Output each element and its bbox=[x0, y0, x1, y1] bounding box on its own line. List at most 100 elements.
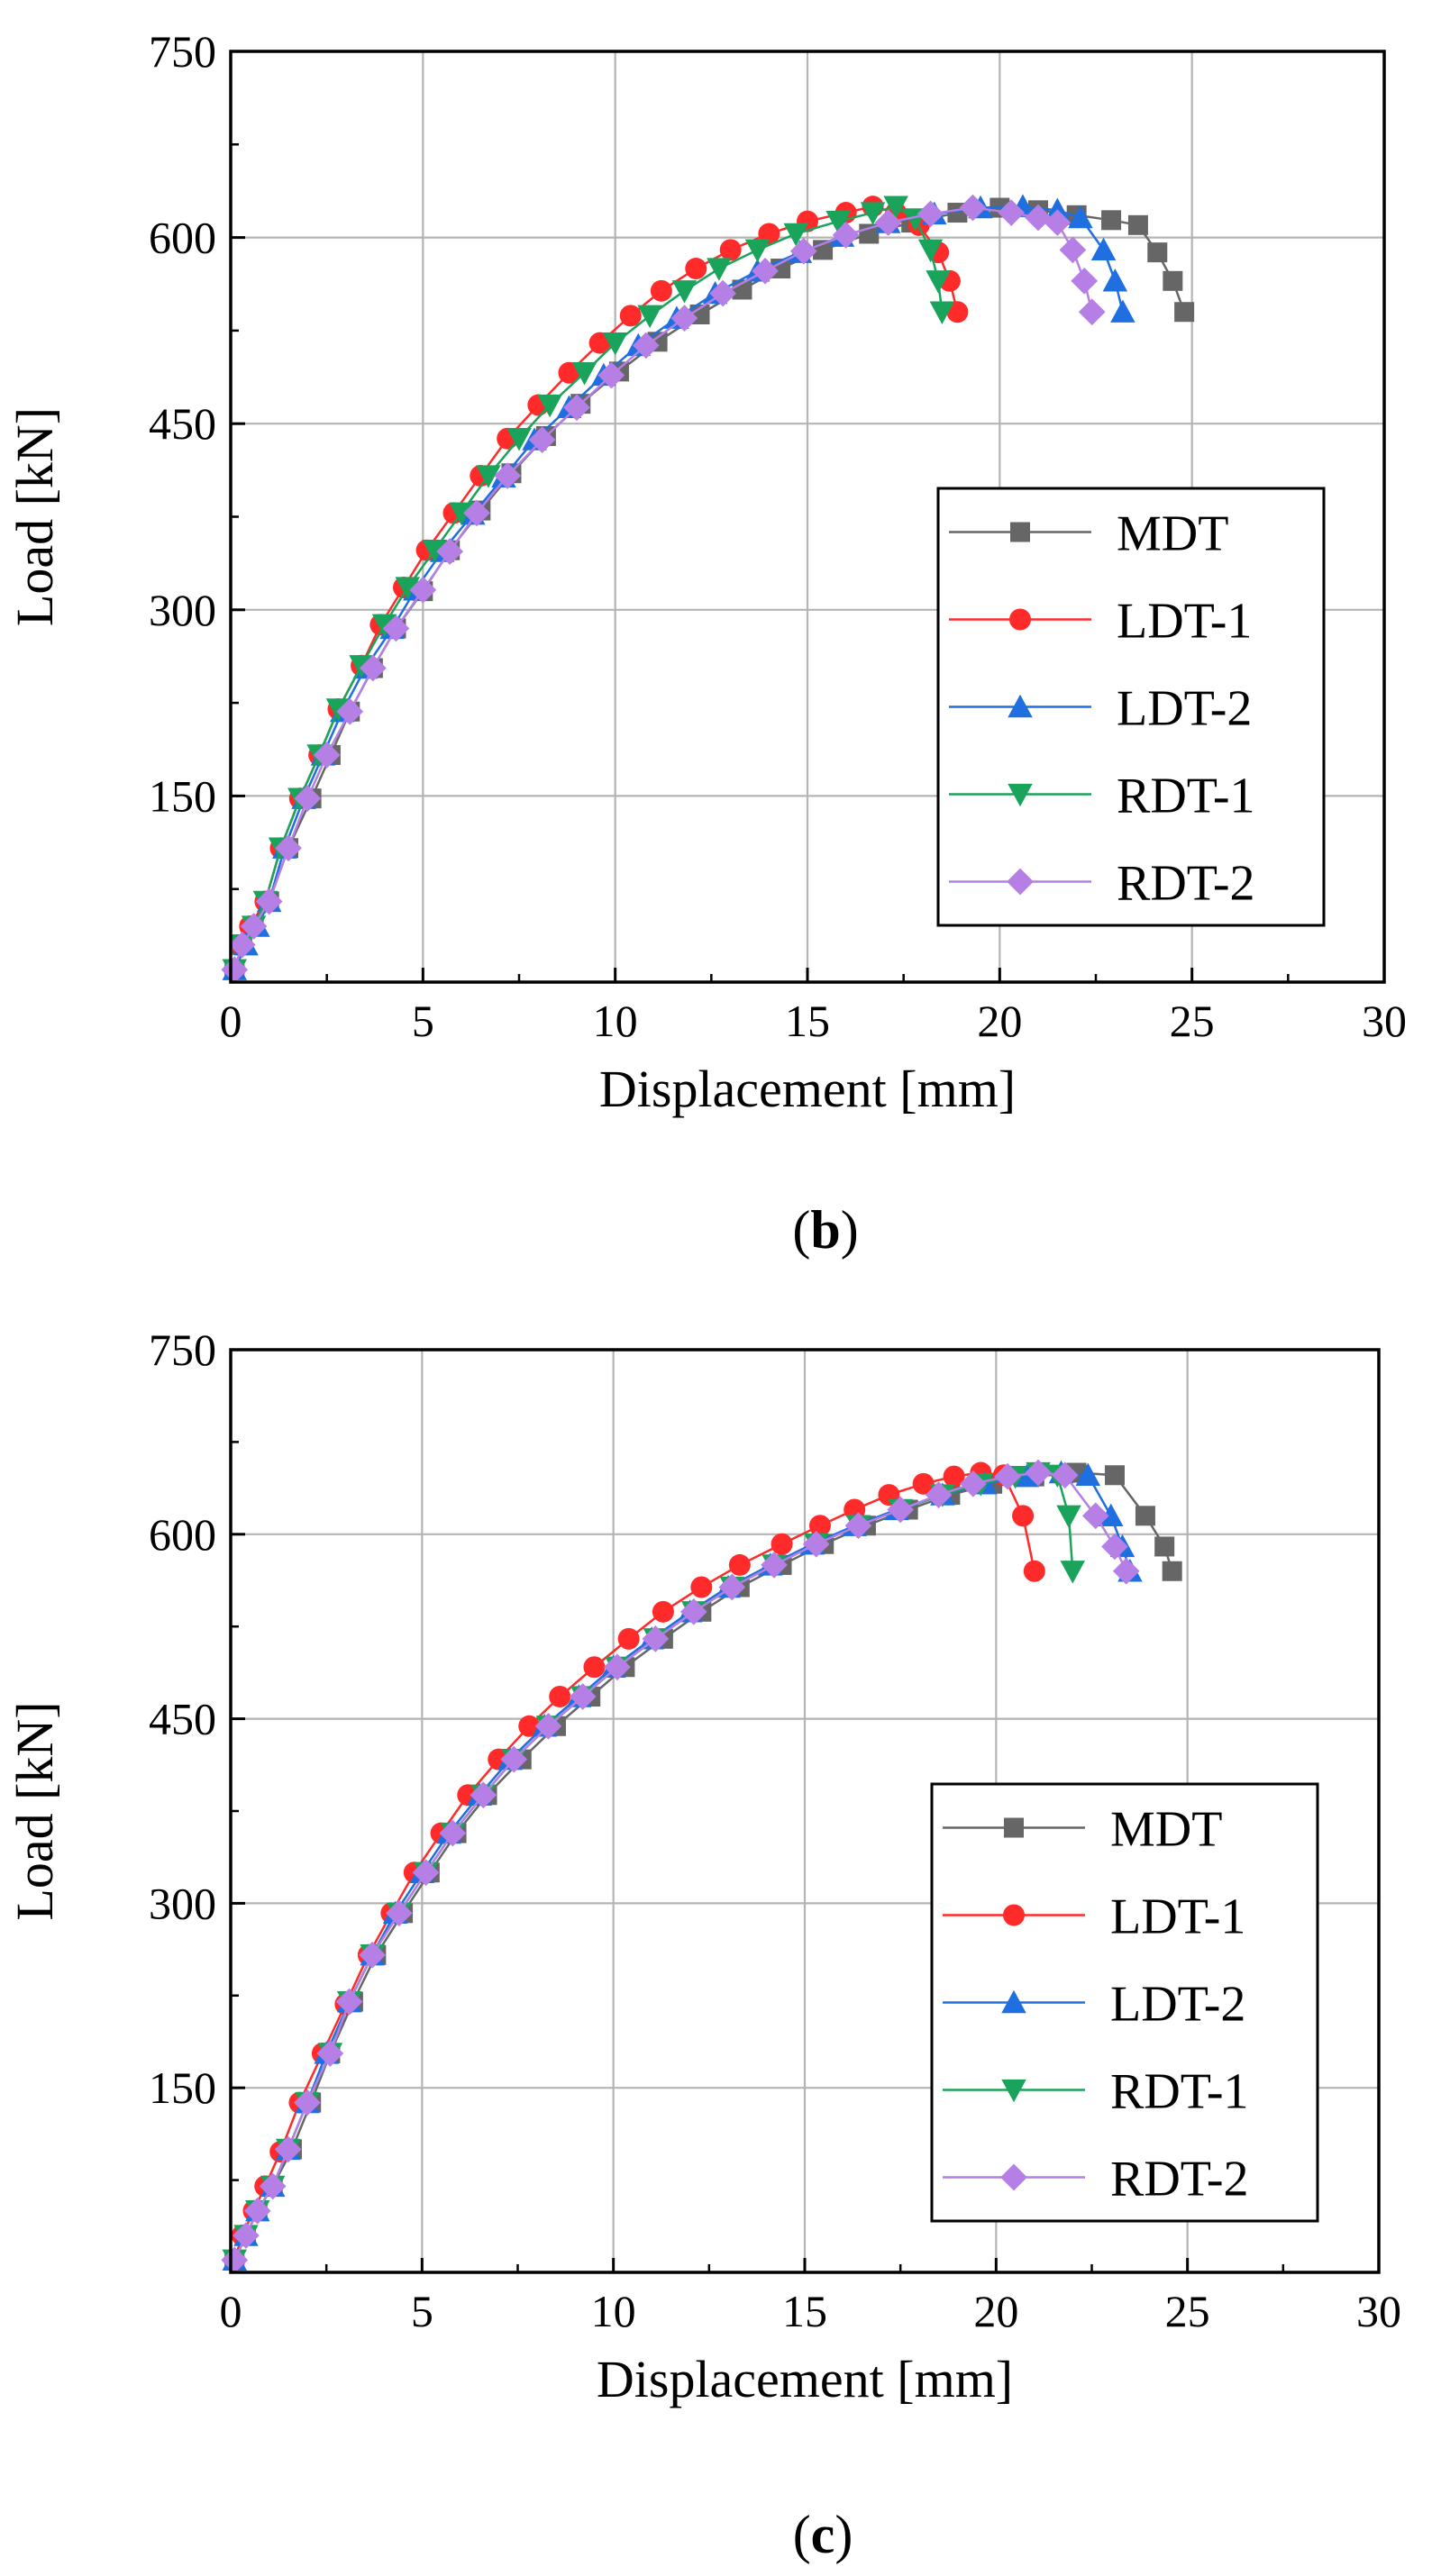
data-point bbox=[617, 1627, 640, 1650]
data-point bbox=[386, 1899, 413, 1927]
data-point bbox=[1147, 242, 1168, 263]
data-point bbox=[221, 2246, 249, 2274]
data-point bbox=[228, 931, 256, 959]
data-point bbox=[537, 394, 562, 418]
y-tick-label: 750 bbox=[149, 26, 216, 77]
x-tick-label: 20 bbox=[973, 2286, 1018, 2336]
x-axis-title: Displacement [mm] bbox=[597, 2350, 1013, 2408]
legend-label: LDT-1 bbox=[1117, 594, 1252, 650]
data-point bbox=[1051, 1461, 1079, 1489]
data-point bbox=[1098, 1503, 1124, 1527]
data-point bbox=[761, 1552, 788, 1579]
legend-item-rdt-2: RDT-2 bbox=[949, 856, 1255, 912]
data-point bbox=[650, 279, 672, 302]
data-point bbox=[1154, 1536, 1175, 1557]
data-point bbox=[422, 540, 447, 563]
data-point bbox=[1102, 269, 1128, 292]
caption-paren-close: ) bbox=[835, 2505, 853, 2564]
data-point bbox=[709, 279, 736, 307]
legend-marker bbox=[1000, 2163, 1027, 2191]
data-point bbox=[336, 697, 364, 725]
data-point bbox=[1090, 237, 1117, 261]
data-point bbox=[994, 1462, 1021, 1490]
data-point bbox=[1101, 210, 1122, 231]
data-point bbox=[518, 1715, 541, 1737]
y-tick-label: 600 bbox=[149, 213, 216, 263]
y-tick-label: 150 bbox=[149, 770, 216, 821]
axes: 0 5 10 15 20 25 30 150 300 450 600 750 Displacement … bbox=[5, 26, 1407, 1118]
data-point bbox=[412, 1859, 440, 1887]
data-point bbox=[917, 239, 944, 263]
caption-paren-open: ( bbox=[793, 2505, 811, 2564]
data-point bbox=[917, 200, 944, 228]
data-point bbox=[409, 576, 437, 604]
data-point bbox=[395, 577, 421, 600]
x-tick-label: 0 bbox=[220, 2286, 242, 2336]
y-tick-label: 600 bbox=[149, 1509, 216, 1560]
y-axis-title: Load [kN] bbox=[5, 407, 64, 626]
data-point bbox=[642, 1625, 670, 1652]
data-point bbox=[1023, 1560, 1045, 1582]
data-point bbox=[1127, 214, 1148, 235]
legend-label: RDT-1 bbox=[1110, 2064, 1249, 2120]
data-point bbox=[1071, 267, 1099, 295]
data-point bbox=[583, 1656, 606, 1679]
legend-marker bbox=[1007, 868, 1034, 896]
data-point bbox=[259, 2172, 287, 2200]
x-tick-label: 30 bbox=[1362, 996, 1407, 1046]
data-point bbox=[959, 194, 987, 222]
legend-marker bbox=[1008, 694, 1033, 718]
axes: 0 5 10 15 20 25 30 150 300 450 600 750 Displacement … bbox=[5, 1324, 1401, 2408]
data-point bbox=[883, 196, 908, 219]
data-point bbox=[588, 332, 611, 354]
data-point bbox=[1025, 204, 1052, 232]
data-point bbox=[243, 2197, 271, 2225]
panel-caption: (b) bbox=[792, 1200, 858, 1260]
data-point bbox=[382, 614, 410, 642]
data-point bbox=[671, 280, 698, 304]
y-tick-label: 750 bbox=[149, 1324, 216, 1375]
caption-letter: b bbox=[810, 1200, 840, 1260]
data-point bbox=[771, 1533, 793, 1555]
data-point bbox=[534, 1712, 562, 1740]
legend-label: MDT bbox=[1117, 506, 1228, 562]
data-point bbox=[506, 428, 532, 451]
data-point bbox=[874, 209, 902, 236]
legend-label: LDT-2 bbox=[1110, 1977, 1245, 2033]
series-rdt-2 bbox=[221, 1459, 1140, 2274]
data-point bbox=[604, 1653, 631, 1681]
data-point bbox=[825, 211, 851, 234]
legend-label: LDT-1 bbox=[1110, 1889, 1245, 1945]
data-point bbox=[549, 1686, 571, 1708]
data-point bbox=[632, 332, 660, 360]
x-axis-title: Displacement [mm] bbox=[599, 1060, 1016, 1118]
data-point bbox=[240, 913, 268, 940]
data-point bbox=[637, 305, 662, 329]
x-tick-label: 15 bbox=[785, 996, 830, 1046]
data-point bbox=[929, 301, 955, 324]
legend: MDT LDT-1 LDT-2 RDT-1 RDT-2 bbox=[936, 487, 1326, 927]
data-point bbox=[718, 1573, 746, 1601]
legend-marker bbox=[1001, 1989, 1026, 2014]
data-point bbox=[1060, 1561, 1086, 1584]
data-point bbox=[789, 237, 817, 265]
data-point bbox=[1025, 1459, 1052, 1487]
data-point bbox=[500, 1745, 528, 1773]
chart-panel-b: 0 5 10 15 20 25 30 150 300 450 600 750 Displacement … bbox=[5, 26, 1407, 1260]
panel-caption: (c) bbox=[793, 2505, 853, 2564]
chart-panel-c: 0 5 10 15 20 25 30 150 300 450 600 750 Displacement … bbox=[5, 1324, 1401, 2564]
data-point bbox=[832, 221, 860, 249]
legend-marker bbox=[1004, 1817, 1024, 1838]
data-point bbox=[571, 362, 597, 386]
data-point bbox=[476, 465, 501, 488]
data-point bbox=[563, 394, 590, 422]
data-point bbox=[619, 305, 642, 327]
data-point bbox=[597, 361, 625, 389]
data-point bbox=[294, 785, 322, 813]
data-point bbox=[1056, 1505, 1081, 1529]
legend-marker bbox=[1009, 608, 1031, 631]
data-point bbox=[1135, 1506, 1155, 1526]
y-tick-label: 450 bbox=[149, 398, 216, 449]
data-point bbox=[316, 2040, 344, 2067]
